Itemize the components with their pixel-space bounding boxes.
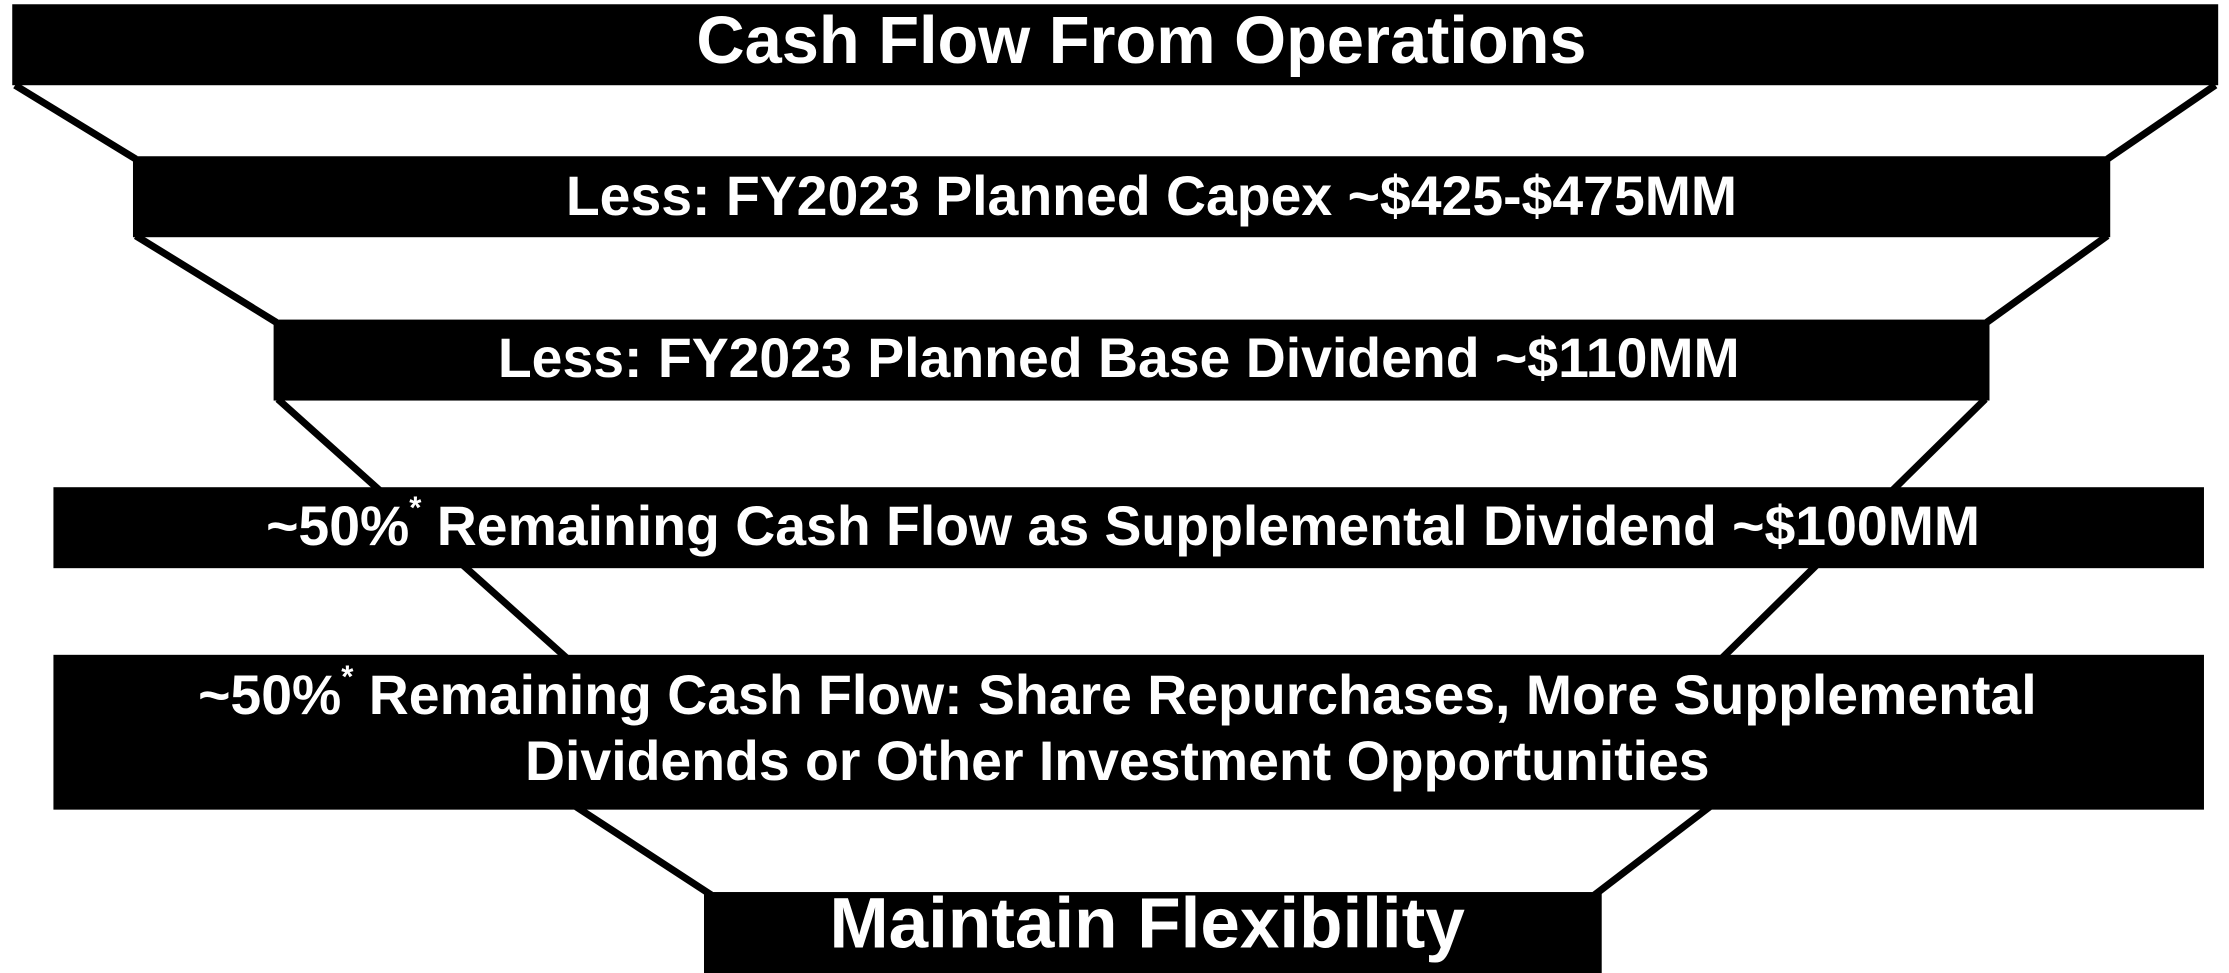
connector: [133, 232, 279, 326]
connector: [574, 803, 714, 898]
prefix: ~50%: [266, 494, 409, 556]
level-box: [53, 654, 2204, 810]
text: Remaining Cash Flow as Supplemental Divi…: [421, 494, 1980, 556]
level-text: ~50%* Remaining Cash Flow as Supplementa…: [266, 490, 1980, 556]
connector: [13, 82, 138, 163]
text: Remaining Cash Flow: Share Repurchases, …: [353, 663, 2036, 725]
level-text: Less: FY2023 Planned Capex ~$425-$475MM: [566, 165, 1737, 227]
connector: [1984, 232, 2110, 326]
level-text: ~50%* Remaining Cash Flow: Share Repurch…: [198, 659, 2037, 725]
superscript: *: [341, 659, 354, 694]
prefix: ~50%: [198, 663, 341, 725]
connector: [1592, 803, 1712, 898]
level-box: [273, 319, 1990, 401]
level-text: Dividends or Other Investment Opportunit…: [525, 730, 1710, 792]
superscript: *: [409, 490, 422, 525]
level-box: [703, 892, 1602, 973]
level-box: [132, 156, 2111, 238]
level-box: [12, 4, 2219, 86]
connector: [2105, 82, 2218, 163]
level-text: Maintain Flexibility: [830, 885, 1466, 964]
level-text: Cash Flow From Operations: [696, 4, 1586, 78]
level-box: [53, 487, 2204, 569]
level-text: Less: FY2023 Planned Base Dividend ~$110…: [498, 327, 1740, 389]
